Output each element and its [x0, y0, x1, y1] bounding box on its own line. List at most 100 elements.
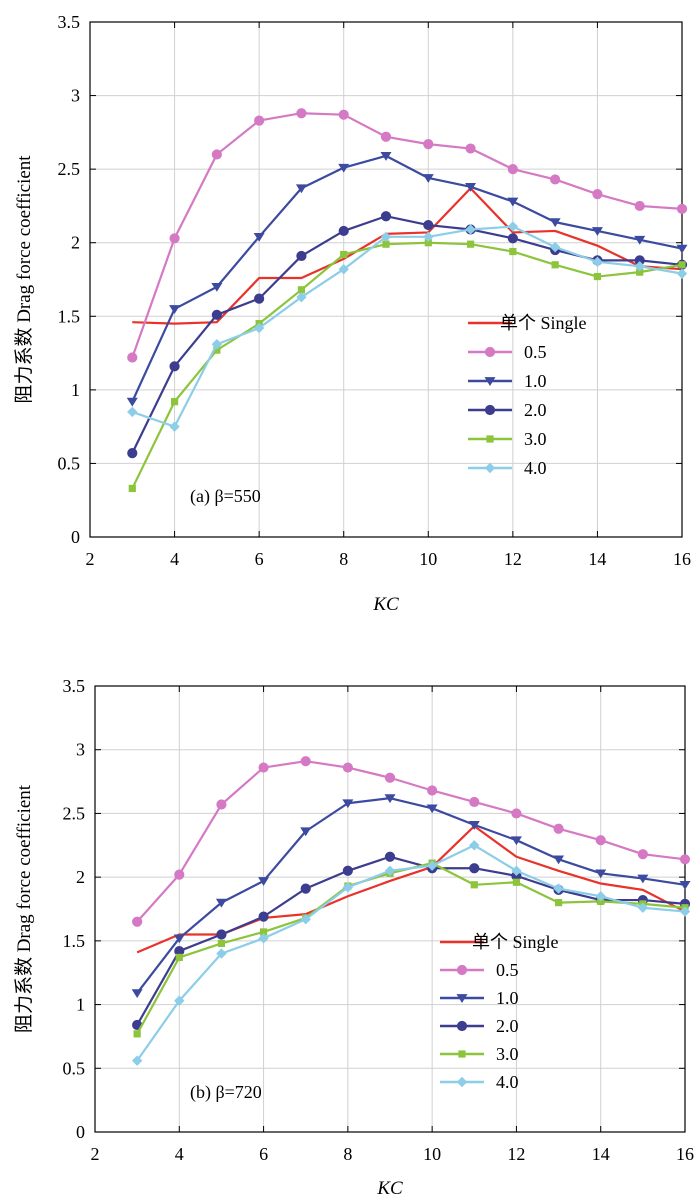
x-tick-label: 10: [419, 549, 437, 569]
x-tick-label: 10: [423, 1144, 441, 1164]
data-point-b-0.5-1: [174, 869, 185, 880]
data-point-a-1.0-13: [676, 244, 688, 254]
legend-item-a-3.0: 3.0: [468, 429, 547, 449]
data-point-b-3.0-0: [133, 1030, 141, 1038]
series-line-a-Single: [132, 187, 683, 325]
data-point-b-3.0-8: [470, 881, 478, 889]
series-line-b-3.0: [136, 862, 686, 1035]
legend-label: 4.0: [496, 1072, 519, 1092]
data-point-b-0.5-legend: [456, 964, 468, 976]
y-tick-label: 1: [71, 380, 80, 400]
y-tick-label: 1: [76, 995, 85, 1015]
data-point-b-4.0-9: [511, 865, 522, 876]
data-point-b-4.0-2: [216, 948, 227, 959]
data-point-b-0.5-2: [216, 799, 227, 810]
data-point-a-4.0-1: [169, 421, 180, 432]
data-point-a-0.5-8: [465, 143, 476, 154]
data-point-b-2.0-2: [216, 929, 227, 940]
data-point-a-3.0-13: [678, 261, 686, 269]
legend-item-a-0.5: 0.5: [468, 342, 547, 362]
data-point-a-2.0-legend: [484, 404, 496, 416]
data-point-a-1.0-8: [465, 182, 477, 192]
grid-a: [90, 22, 682, 537]
series-line-a-1.0: [131, 154, 683, 403]
data-point-b-4.0-6: [384, 865, 396, 876]
series-b-0.5: [132, 756, 691, 927]
data-point-b-2.0-5: [342, 865, 353, 876]
data-point-a-2.0-7: [423, 219, 434, 231]
data-point-b-1.0-3: [258, 877, 270, 886]
x-tick-label: 4: [175, 1144, 184, 1164]
data-point-a-3.0-1: [170, 398, 179, 406]
data-point-a-3.0-10: [551, 261, 559, 269]
data-point-b-2.0-8: [469, 863, 480, 874]
legend-label: 3.0: [524, 429, 547, 449]
series-a-4.0: [127, 221, 688, 432]
data-point-a-4.0-11: [592, 256, 603, 268]
data-point-a-1.0-11: [591, 227, 603, 236]
data-point-b-0.5-11: [595, 835, 606, 846]
data-point-b-1.0-13: [679, 880, 691, 890]
data-point-b-0.5-10: [553, 823, 564, 834]
y-tick-label: 3.5: [58, 12, 81, 32]
data-point-a-4.0-7: [423, 231, 434, 243]
series-a-1.0: [126, 152, 688, 407]
series-line-a-4.0: [131, 225, 683, 428]
data-point-a-4.0-legend: [484, 462, 496, 474]
data-point-a-3.0-9: [509, 247, 517, 256]
series-b-3.0: [133, 859, 689, 1038]
data-point-a-4.0-6: [380, 231, 392, 243]
data-point-a-1.0-5: [338, 163, 350, 173]
data-point-a-1.0-9: [507, 197, 519, 207]
legend-item-a-2.0: 2.0: [468, 400, 547, 420]
data-point-a-3.0-11: [593, 272, 602, 281]
data-point-a-3.0-2: [213, 346, 221, 354]
data-point-a-0.5-4: [296, 108, 307, 119]
series-line-b-4.0: [136, 844, 686, 1062]
x-tick-label: 8: [343, 1144, 352, 1164]
legend-label: 单个 Single: [472, 932, 559, 952]
legend-item-b-3.0: 3.0: [440, 1044, 519, 1064]
y-tick-label: 2: [71, 233, 80, 253]
data-point-a-0.5-12: [634, 200, 645, 212]
data-point-a-1.0-10: [549, 218, 561, 228]
data-point-a-2.0-5: [338, 225, 349, 237]
legend-label: 2.0: [524, 400, 547, 420]
data-point-b-0.5-5: [342, 762, 353, 773]
x-tick-label: 16: [676, 1144, 694, 1164]
data-point-b-0.5-9: [511, 808, 522, 819]
y-axis-label-b: 阻力系数 Drag force coefficient: [13, 784, 35, 1033]
data-point-a-0.5-3: [254, 115, 265, 126]
legend-label: 2.0: [496, 1016, 519, 1036]
series-a-0.5: [127, 108, 688, 363]
legend-b: 单个 Single 0.5 1.0 2.0 3.0 4.0: [440, 932, 559, 1092]
data-point-a-3.0-5: [340, 250, 348, 259]
data-point-a-4.0-10: [549, 241, 561, 253]
data-point-b-3.0-legend: [458, 1050, 466, 1058]
data-point-a-0.5-6: [380, 131, 392, 142]
data-point-a-1.0-6: [380, 152, 392, 161]
x-tick-label: 16: [673, 549, 691, 569]
legend-label: 4.0: [524, 458, 547, 478]
data-point-a-0.5-10: [550, 174, 561, 185]
data-point-b-2.0-legend: [456, 1020, 468, 1032]
x-tick-label: 2: [91, 1144, 100, 1164]
data-point-b-0.5-3: [258, 762, 269, 773]
data-point-a-4.0-4: [296, 291, 307, 303]
data-point-b-4.0-12: [637, 902, 649, 913]
data-point-b-0.5-13: [679, 854, 691, 865]
y-tick-label: 2: [76, 867, 85, 887]
x-tick-label: 12: [504, 549, 522, 569]
x-tick-label: 14: [592, 1144, 610, 1164]
grid-b: [95, 686, 685, 1132]
y-tick-label: 0: [76, 1122, 85, 1142]
data-point-a-0.5-11: [592, 189, 603, 200]
legend-label: 0.5: [524, 342, 547, 362]
data-point-a-0.5-7: [423, 139, 434, 150]
data-point-a-0.5-legend: [484, 346, 496, 358]
data-point-b-1.0-1: [173, 934, 185, 944]
y-tick-label: 1.5: [58, 306, 81, 326]
data-point-b-1.0-10: [553, 855, 565, 865]
y-tick-label: 3: [71, 86, 80, 106]
